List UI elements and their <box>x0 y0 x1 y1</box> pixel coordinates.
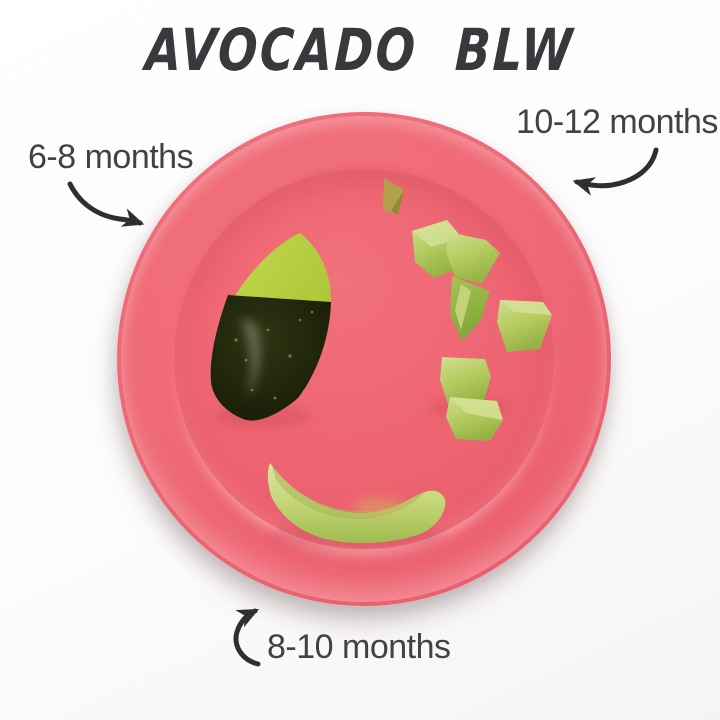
arrow-6-8-to-plate <box>67 181 145 227</box>
label-6-8-months: 6-8 months <box>28 138 194 176</box>
label-8-10-months: 8-10 months <box>267 628 451 666</box>
avocado-chunk <box>446 232 500 284</box>
avocado-slice <box>267 463 446 544</box>
avocado-slice-ripe-patch <box>352 498 404 516</box>
avocado-chunk-top-facet <box>500 300 552 315</box>
avocado-chunk <box>440 357 491 407</box>
avocado-wedge-with-skin-handle <box>210 233 331 421</box>
avocado-skin-gloss <box>240 318 260 398</box>
avocado-slice-crescent <box>267 463 446 544</box>
avocado-slice-inner-edge <box>272 466 424 520</box>
label-10-12-months: 10-12 months <box>516 103 718 141</box>
arrow-10-12-to-plate <box>572 147 659 196</box>
arrow-8-10-to-plate <box>233 608 261 667</box>
avocado-chunk-triangle-facet <box>391 190 404 215</box>
avocado-skin-speckles <box>234 310 314 400</box>
avocado-chunk-top-facet <box>450 397 503 420</box>
avocado-wedge-skin <box>210 295 331 421</box>
avocado-chunks-cluster <box>383 178 552 441</box>
avocado-chunk-highlight <box>455 284 471 330</box>
